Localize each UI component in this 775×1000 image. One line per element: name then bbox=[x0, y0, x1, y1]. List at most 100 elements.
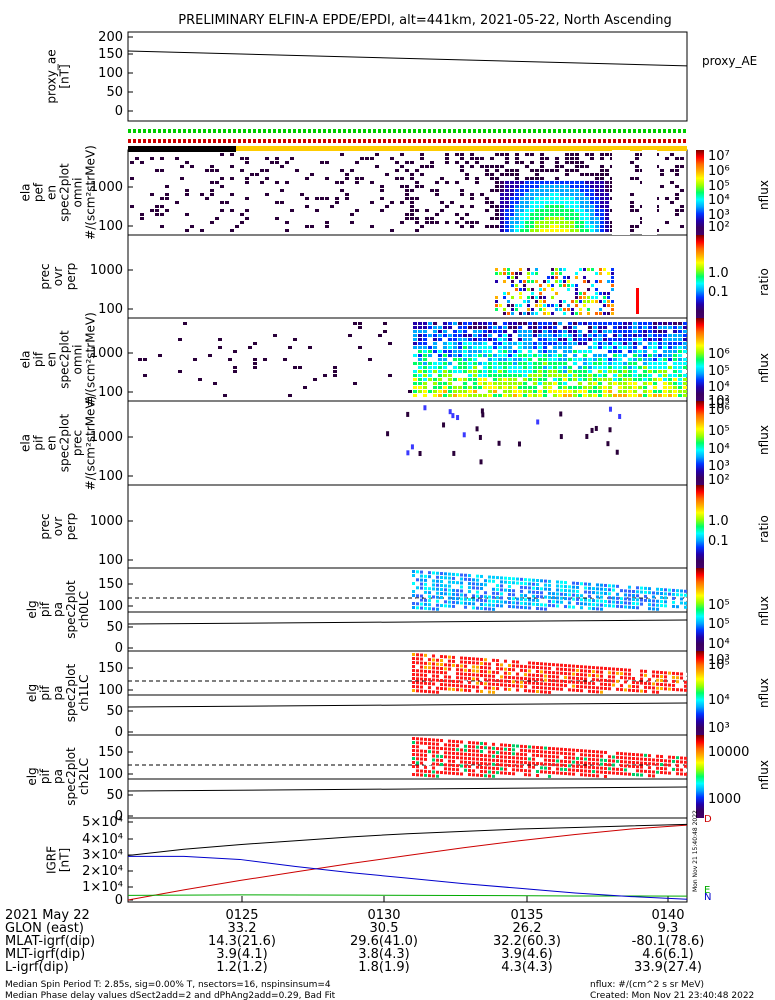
pa-cell bbox=[476, 574, 479, 578]
spectrogram-cell bbox=[643, 346, 647, 349]
pa-cell bbox=[552, 663, 555, 667]
spectrogram-cell bbox=[565, 229, 569, 232]
pa-cell bbox=[528, 582, 531, 586]
pa-cell bbox=[628, 680, 631, 684]
spectrogram-cell bbox=[594, 425, 598, 431]
spectrogram-cell bbox=[508, 370, 512, 373]
pa-cell bbox=[512, 772, 515, 776]
igrf-component-letter: N bbox=[704, 892, 711, 903]
spectrogram-cell bbox=[593, 330, 597, 333]
spectrogram-cell bbox=[663, 374, 667, 377]
pa-cell bbox=[484, 686, 487, 690]
spectrogram-cell bbox=[578, 394, 582, 397]
spectrogram-cell bbox=[548, 362, 552, 365]
ratio-cell bbox=[523, 280, 526, 283]
ratio-cell bbox=[507, 292, 510, 295]
spectrogram-cell bbox=[418, 346, 422, 349]
spectrogram-cell bbox=[605, 197, 609, 200]
spectrogram-cell bbox=[508, 366, 512, 369]
pa-cell bbox=[452, 743, 455, 747]
flag-green bbox=[233, 129, 236, 133]
spectrogram-cell bbox=[658, 362, 662, 365]
spectrogram-cell bbox=[585, 185, 589, 188]
colorbar-label: nflux bbox=[757, 596, 771, 626]
pa-cell bbox=[460, 597, 463, 601]
data-gap bbox=[612, 150, 630, 235]
flag-red bbox=[208, 139, 211, 143]
spectrogram-cell bbox=[215, 217, 219, 220]
spectrogram-cell bbox=[600, 181, 604, 184]
pa-cell bbox=[436, 762, 439, 766]
spectrogram-cell bbox=[433, 362, 437, 365]
pa-cell bbox=[520, 597, 523, 601]
pa-cell bbox=[524, 598, 527, 602]
ratio-cell bbox=[543, 296, 546, 299]
spectrogram-cell bbox=[505, 225, 509, 228]
pa-cell bbox=[556, 584, 559, 588]
pa-cell bbox=[516, 577, 519, 581]
pa-cell bbox=[440, 747, 443, 751]
spectrogram-cell bbox=[528, 330, 532, 333]
spectrogram-cell bbox=[493, 374, 497, 377]
ratio-cell bbox=[563, 300, 566, 303]
spectrogram-cell bbox=[218, 346, 222, 349]
spectrogram-cell bbox=[488, 338, 492, 341]
y-axis-label: spec2plot bbox=[64, 580, 78, 639]
y-tick-label: 1000 bbox=[90, 346, 123, 361]
spectrogram-cell bbox=[613, 390, 617, 393]
spectrogram-cell bbox=[208, 354, 212, 357]
colorbar-tick-label: 10³ bbox=[708, 721, 730, 736]
spectrogram-cell bbox=[413, 386, 417, 389]
spectrogram-cell bbox=[490, 189, 494, 192]
spectrogram-cell bbox=[560, 225, 564, 228]
pa-cell bbox=[412, 773, 415, 776]
pa-cell bbox=[412, 737, 415, 740]
spectrogram-cell bbox=[545, 213, 549, 216]
y-tick-label: 100 bbox=[98, 553, 123, 568]
spectrogram-cell bbox=[423, 370, 427, 373]
pa-cell bbox=[644, 765, 647, 769]
spectrogram-cell bbox=[600, 153, 604, 156]
pa-cell bbox=[588, 765, 591, 769]
spectrogram-cell bbox=[498, 322, 502, 325]
pa-cell bbox=[424, 590, 427, 594]
spectrogram-cell bbox=[517, 441, 521, 447]
spectrogram-cell bbox=[678, 390, 682, 393]
pa-cell bbox=[504, 767, 507, 771]
spectrogram-cell bbox=[530, 189, 534, 192]
pa-cell bbox=[476, 657, 479, 661]
pa-cell bbox=[532, 689, 535, 693]
pa-cell bbox=[544, 579, 547, 583]
pa-cell bbox=[564, 760, 567, 764]
pa-cell bbox=[620, 672, 623, 676]
pa-cell bbox=[476, 590, 479, 594]
spectrogram-cell bbox=[508, 386, 512, 389]
pa-cell bbox=[436, 674, 439, 678]
pa-cell bbox=[420, 677, 423, 681]
ratio-cell bbox=[575, 276, 578, 279]
pa-cell bbox=[588, 681, 591, 685]
colorbar-tick-label: 10⁴ bbox=[708, 442, 730, 457]
spectrogram-cell bbox=[590, 213, 594, 216]
spectrogram-cell bbox=[533, 322, 537, 325]
spectrogram-cell bbox=[580, 185, 584, 188]
spectrogram-cell bbox=[578, 334, 582, 337]
spectrogram-cell bbox=[473, 326, 477, 329]
spectrogram-cell bbox=[630, 177, 634, 180]
y-axis-label: pa bbox=[51, 686, 65, 701]
pa-cell bbox=[588, 669, 591, 673]
pa-cell bbox=[500, 592, 503, 596]
spectrogram-cell bbox=[298, 366, 302, 369]
pa-cell bbox=[468, 594, 471, 598]
spectrogram-cell bbox=[453, 394, 457, 397]
pa-cell bbox=[648, 603, 651, 607]
spectrogram-cell bbox=[663, 382, 667, 385]
colorbar-label: ratio bbox=[757, 268, 771, 296]
flag-red bbox=[253, 139, 256, 143]
spectrogram-cell bbox=[548, 342, 552, 345]
pa-cell bbox=[644, 753, 647, 757]
pa-cell bbox=[568, 589, 571, 593]
flag-red bbox=[153, 139, 156, 143]
spectrogram-cell bbox=[633, 394, 637, 397]
